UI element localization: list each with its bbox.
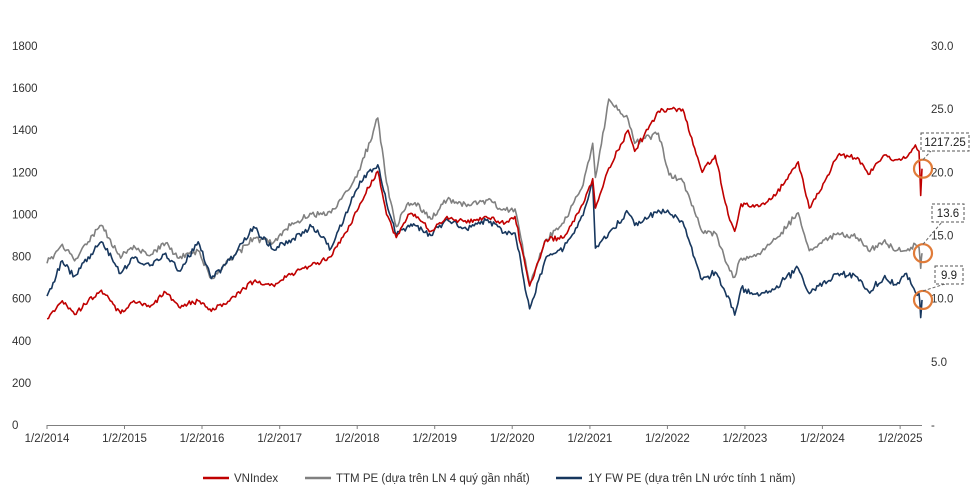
y-right-tick-label: 10.0 — [931, 294, 953, 306]
y-right-tick-label: 25.0 — [931, 104, 953, 116]
x-tick-label: 1/2/2024 — [800, 433, 845, 445]
x-tick-label: 1/2/2025 — [878, 433, 923, 445]
x-tick-label: 1/2/2014 — [25, 433, 70, 445]
annotation-circle-marker — [912, 158, 934, 179]
annotation-circle-marker — [912, 289, 934, 311]
x-tick-label: 1/2/2020 — [490, 433, 535, 445]
y-right-tick-label: 15.0 — [931, 231, 953, 243]
series-line-vnindex — [46, 106, 923, 320]
x-tick-label: 1/2/2018 — [335, 433, 380, 445]
y-left-tick-label: 1800 — [12, 41, 38, 53]
legend-label: VNIndex — [234, 473, 278, 485]
y-right-tick-label: - — [931, 420, 935, 432]
annotation-callout-box — [934, 265, 964, 285]
y-left-tick-label: 1400 — [12, 125, 38, 137]
x-tick-label: 1/2/2015 — [102, 433, 147, 445]
series-line-1y-fw-pe — [46, 164, 923, 319]
annotation-leader-line — [922, 283, 946, 292]
annotation-callout-box — [931, 203, 965, 223]
annotation-leader-line — [922, 150, 932, 161]
series-line-ttm-pe — [46, 98, 923, 285]
y-left-tick-label: 1200 — [12, 167, 38, 179]
y-right-tick-label: 5.0 — [931, 357, 947, 369]
annotation-callout-box — [920, 132, 970, 152]
y-right-tick-label: 30.0 — [931, 41, 953, 53]
y-left-tick-label: 200 — [12, 378, 31, 390]
y-left-tick-label: 0 — [12, 420, 18, 432]
y-right-tick-label: 20.0 — [931, 167, 953, 179]
y-left-tick-label: 1000 — [12, 209, 38, 221]
x-tick-label: 1/2/2017 — [257, 433, 302, 445]
annotation-circle-marker — [912, 243, 934, 264]
x-tick-label: 1/2/2023 — [723, 433, 768, 445]
annotation-layer: 1217.25 13.6 9.9 — [912, 132, 970, 311]
annotation-callout-label: 1217.25 — [924, 137, 966, 149]
x-tick-label: 1/2/2016 — [180, 433, 225, 445]
x-tick-label: 1/2/2019 — [412, 433, 457, 445]
x-tick-label: 1/2/2022 — [645, 433, 690, 445]
annotation-callout-label: 9.9 — [941, 270, 957, 282]
annotation-callout-label: 13.6 — [937, 208, 959, 220]
axes: 0 200 400 600 800 1000 1200 1400 1600 1800 - 5.0 10.… — [12, 41, 953, 445]
y-left-tick-label: 600 — [12, 294, 31, 306]
y-left-tick-label: 400 — [12, 336, 31, 348]
y-left-tick-label: 800 — [12, 252, 31, 264]
legend-label: 1Y FW PE (dựa trên LN ước tính 1 năm) — [588, 473, 796, 485]
legend: VNIndex TTM PE (dựa trên LN 4 quý gần nhấ… — [203, 473, 796, 485]
series-layer — [46, 98, 923, 320]
x-tick-label: 1/2/2021 — [568, 433, 613, 445]
y-left-tick-label: 1600 — [12, 83, 38, 95]
legend-label: TTM PE (dựa trên LN 4 quý gần nhất) — [336, 473, 530, 485]
